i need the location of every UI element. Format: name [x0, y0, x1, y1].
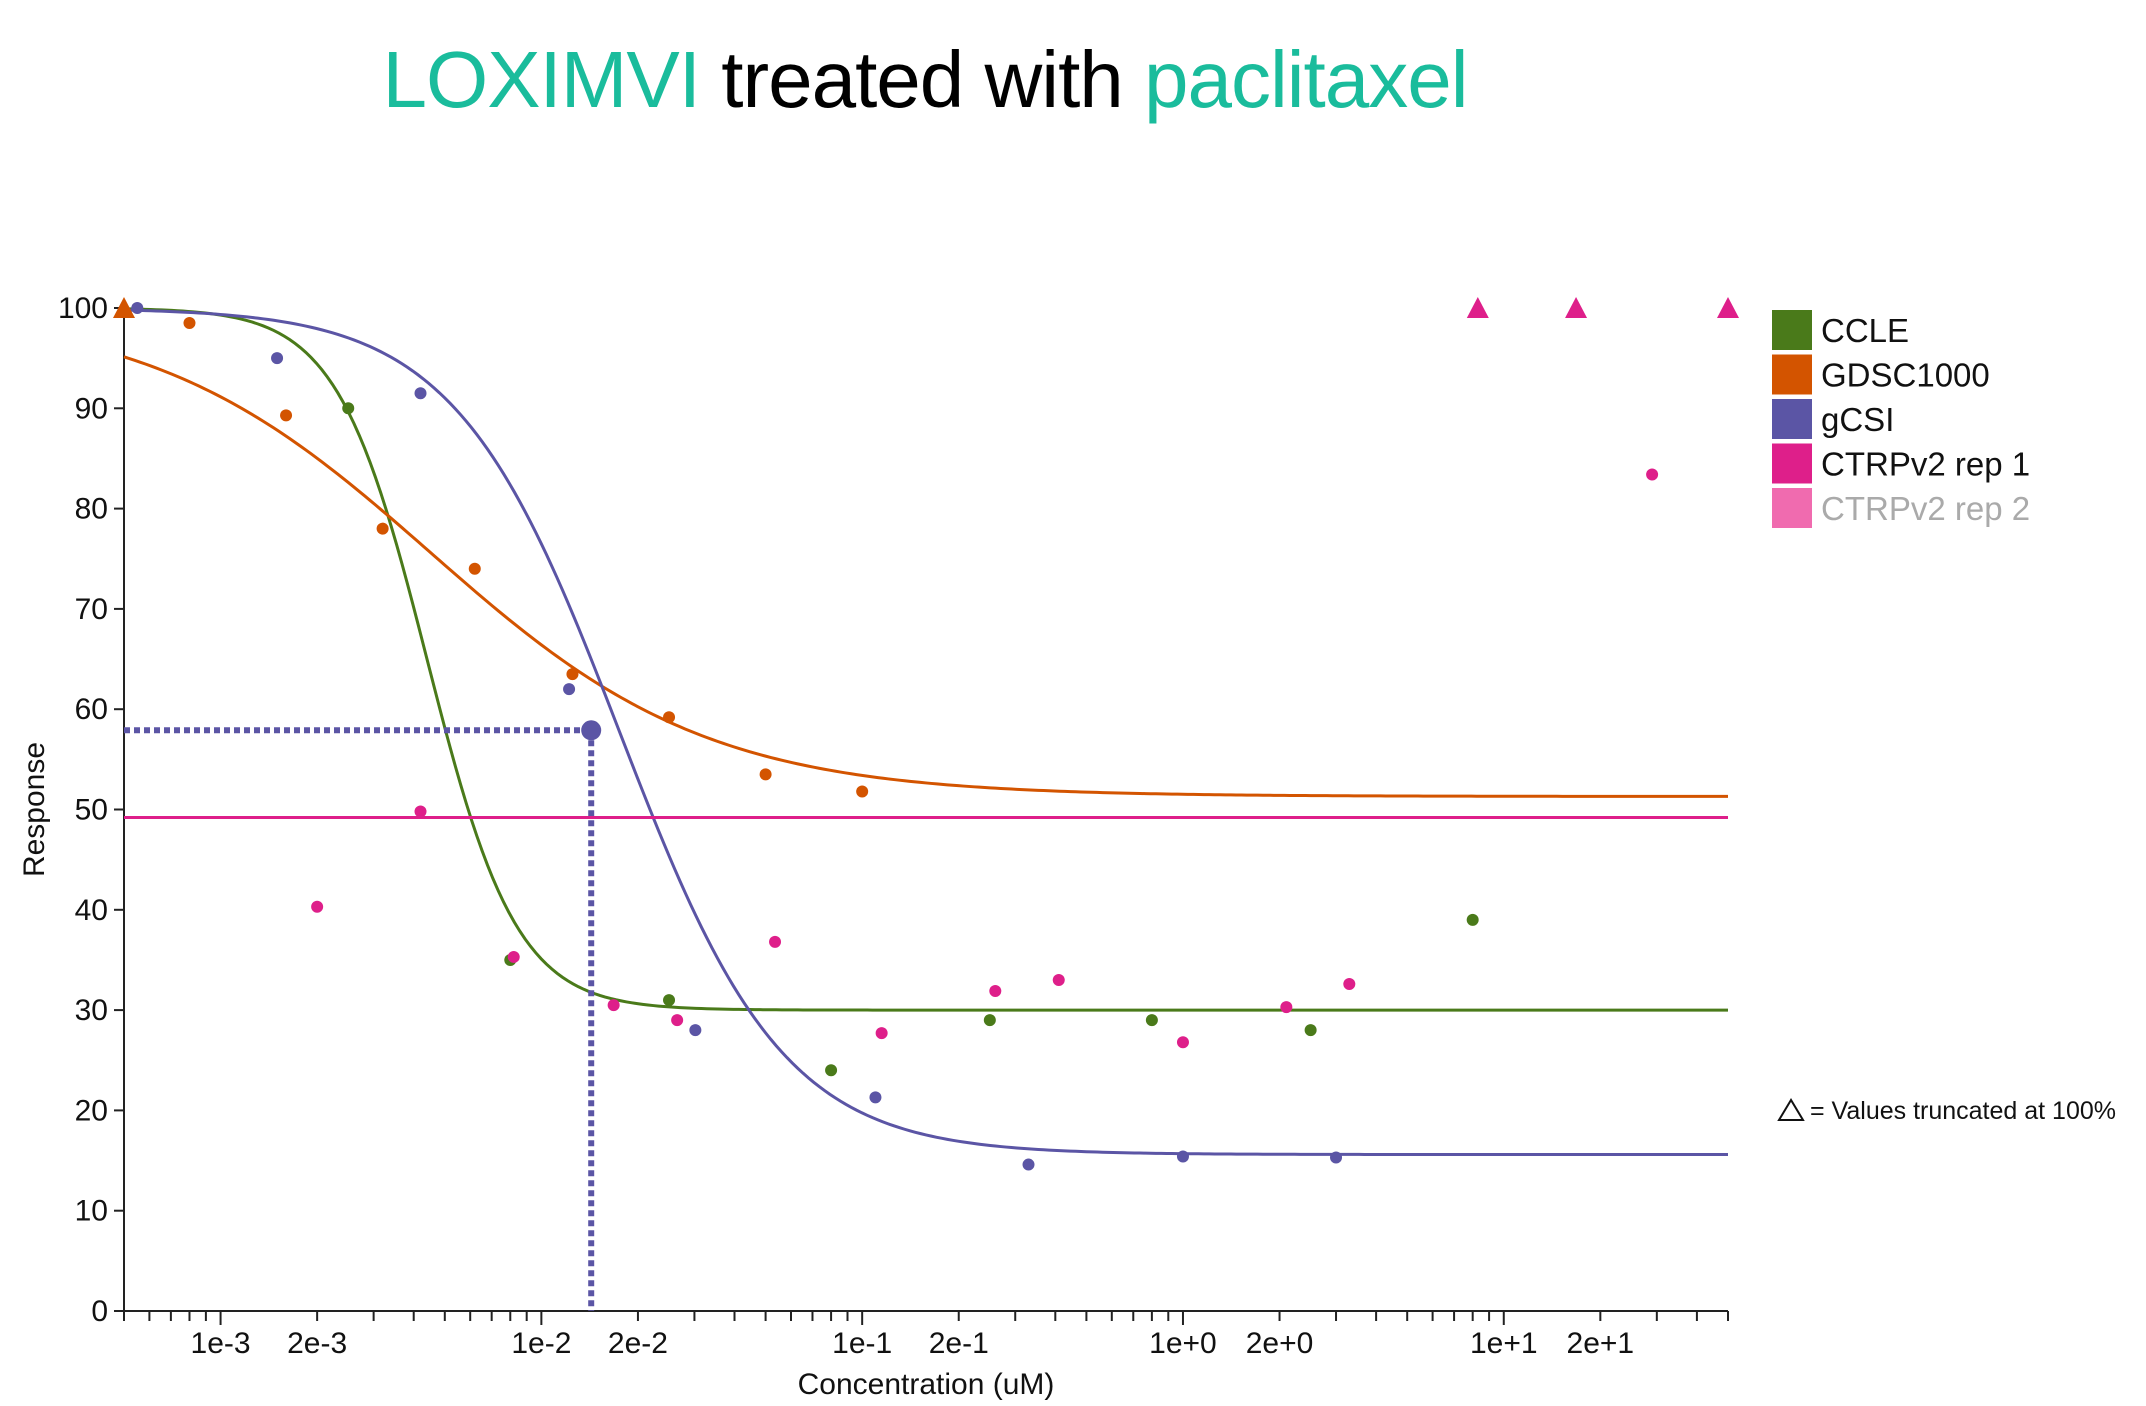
x-tick-label: 1e-3: [191, 1327, 251, 1360]
legend-item-ctrpv2-rep-1[interactable]: CTRPv2 rep 1: [1772, 443, 2030, 484]
point-ctrpv2-rep-1: [671, 1014, 684, 1027]
x-tick-label: 1e+0: [1149, 1327, 1217, 1360]
point-gcsi: [1330, 1151, 1343, 1164]
triangle-outline-icon: [1777, 1098, 1805, 1121]
point-gdsc1000: [183, 317, 196, 330]
point-gdsc1000: [376, 522, 389, 535]
legend-item-gcsi[interactable]: gCSI: [1772, 399, 1894, 439]
legend-item-ctrpv2-rep-2[interactable]: CTRPv2 rep 2: [1772, 488, 2030, 528]
chart-title: LOXIMVI treated with paclitaxel: [0, 34, 1850, 126]
point-ctrpv2-rep-1: [1280, 1001, 1293, 1014]
title-drug: paclitaxel: [1144, 35, 1469, 124]
y-tick-label: 80: [75, 493, 108, 526]
y-axis-label: Response: [18, 742, 51, 877]
point-gcsi: [131, 302, 144, 314]
point-gcsi: [1176, 1150, 1189, 1163]
point-ctrpv2-rep-1: [989, 985, 1002, 998]
legend-label: CTRPv2 rep 2: [1821, 490, 2030, 527]
point-ctrpv2-rep-1: [414, 805, 427, 818]
point-ccle: [663, 994, 676, 1007]
x-tick-label: 2e-1: [929, 1327, 989, 1360]
point-ctrpv2-rep-1: [769, 935, 782, 948]
truncation-note-text: = Values truncated at 100%: [1810, 1097, 2116, 1125]
x-tick-label: 2e-3: [287, 1327, 347, 1360]
truncated-marker-gdsc1000: [113, 297, 135, 318]
point-ctrpv2-rep-1: [607, 999, 620, 1012]
axes: 0 10 20 30 40 50 60 70 80 90 100 1e-3 2e-3 1e-2 2e-2 1e…: [18, 292, 1729, 1401]
legend-item-gdsc1000[interactable]: GDSC1000: [1772, 354, 1990, 395]
point-ccle: [1304, 1024, 1317, 1037]
x-tick-label: 1e+1: [1470, 1327, 1538, 1360]
legend-swatch: [1772, 399, 1812, 439]
y-tick-label: 90: [75, 392, 108, 425]
point-ccle: [1145, 1014, 1158, 1027]
legend-swatch: [1772, 354, 1812, 395]
truncated-marker-ctrpv2-rep-1: [1717, 297, 1739, 318]
point-gdsc1000: [759, 768, 772, 781]
point-gcsi: [1022, 1158, 1035, 1171]
x-tick-label: 2e-2: [608, 1327, 668, 1360]
truncated-marker-ctrpv2-rep-1: [1565, 297, 1588, 318]
truncated-marker-ctrpv2-rep-1: [1466, 297, 1489, 318]
point-ctrpv2-rep-1: [1176, 1036, 1189, 1049]
y-tick-label: 0: [91, 1295, 108, 1328]
truncation-note: = Values truncated at 100%: [1777, 1097, 2116, 1125]
y-tick-label: 60: [75, 693, 108, 726]
point-ccle: [825, 1064, 838, 1077]
point-ctrpv2-rep-1: [875, 1027, 888, 1040]
legend-swatch: [1772, 488, 1812, 528]
y-tick-label: 70: [75, 593, 108, 626]
point-ccle: [342, 402, 355, 415]
point-gdsc1000: [663, 711, 676, 724]
fitted-curves: [123, 307, 1728, 1311]
legend-label: CCLE: [1821, 312, 1909, 349]
legend-label: gCSI: [1821, 401, 1894, 438]
y-tick-label: 20: [75, 1094, 108, 1127]
point-gdsc1000: [280, 409, 293, 422]
title-cell-line: LOXIMVI: [382, 35, 701, 124]
ic-marker-point: [581, 720, 602, 741]
legend-swatch: [1772, 443, 1812, 484]
point-ctrpv2-rep-1: [507, 950, 520, 963]
point-gcsi: [869, 1091, 882, 1104]
point-ctrpv2-rep-1: [1052, 974, 1065, 987]
legend-swatch: [1772, 310, 1812, 350]
y-tick-label: 30: [75, 994, 108, 1027]
curve-gcsi: [123, 308, 1728, 1157]
x-tick-label: 1e-2: [511, 1327, 571, 1360]
legend-label: CTRPv2 rep 1: [1821, 446, 2030, 483]
legend-item-ccle[interactable]: CCLE: [1772, 310, 1909, 350]
point-gcsi: [563, 683, 576, 696]
data-points: [113, 297, 1739, 1171]
legend: CCLE GDSC1000 gCSI CTRPv2 rep 1 CTRPv2 rep 2: [1772, 310, 2030, 528]
point-ctrpv2-rep-1: [311, 900, 324, 913]
y-tick-label: 40: [75, 894, 108, 927]
curve-gdsc1000: [123, 355, 1728, 798]
point-gdsc1000: [566, 668, 579, 681]
point-ccle: [983, 1014, 996, 1027]
point-gdsc1000: [468, 562, 481, 575]
y-tick-label: 50: [75, 794, 108, 827]
legend-label: GDSC1000: [1821, 357, 1990, 394]
x-tick-label: 2e+1: [1567, 1327, 1635, 1360]
point-ccle: [1466, 913, 1479, 926]
point-gcsi: [414, 387, 427, 400]
point-gdsc1000: [856, 785, 869, 798]
curve-ccle: [123, 307, 1728, 1012]
y-tick-label: 100: [58, 292, 108, 325]
point-ctrpv2-rep-1: [1646, 468, 1659, 481]
y-tick-label: 10: [75, 1195, 108, 1228]
title-middle: treated with: [700, 35, 1145, 124]
point-gcsi: [689, 1024, 702, 1037]
x-tick-label: 1e-1: [832, 1327, 892, 1360]
point-ctrpv2-rep-1: [1343, 978, 1356, 991]
point-gcsi: [271, 352, 284, 365]
x-tick-label: 2e+0: [1246, 1327, 1314, 1360]
x-axis-label: Concentration (uM): [798, 1368, 1055, 1401]
